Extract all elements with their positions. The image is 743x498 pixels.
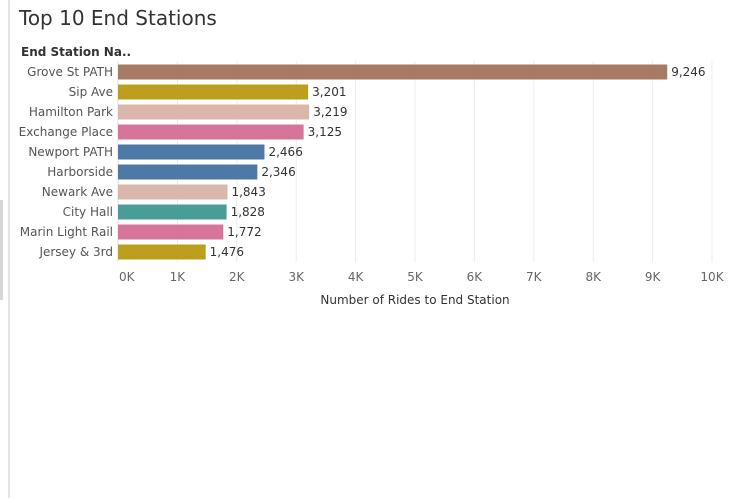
data-label: 1,772 (227, 225, 261, 239)
x-tick-label: 9K (645, 270, 662, 284)
category-label: Newark Ave (42, 185, 113, 199)
x-tick-label: 0K (119, 270, 136, 284)
x-tick-label: 8K (585, 270, 602, 284)
data-label: 2,466 (268, 145, 302, 159)
bar[interactable] (118, 84, 309, 100)
data-label: 1,828 (231, 205, 265, 219)
category-label: Newport PATH (28, 145, 113, 159)
bar[interactable] (118, 124, 304, 140)
category-label: Marin Light Rail (20, 225, 113, 239)
left-panel-scroll-indicator[interactable] (0, 200, 3, 300)
category-label: Jersey & 3rd (38, 245, 113, 259)
x-tick-label: 4K (348, 270, 365, 284)
category-label: Exchange Place (19, 125, 113, 139)
category-label: Hamilton Park (29, 105, 113, 119)
left-panel-divider (8, 0, 10, 498)
x-tick-label: 3K (288, 270, 305, 284)
data-label: 3,125 (308, 125, 342, 139)
x-tick-label: 2K (229, 270, 246, 284)
x-tick-label: 10K (700, 270, 724, 284)
bar[interactable] (118, 164, 258, 180)
chart-title: Top 10 End Stations (19, 6, 217, 30)
data-label: 1,843 (231, 185, 265, 199)
bar[interactable] (118, 64, 668, 80)
y-axis-header[interactable]: End Station Na.. (21, 45, 132, 59)
bar[interactable] (118, 104, 310, 120)
x-tick-label: 5K (407, 270, 424, 284)
x-tick-label: 7K (526, 270, 543, 284)
bar[interactable] (118, 244, 206, 260)
data-label: 1,476 (210, 245, 244, 259)
category-label: City Hall (63, 205, 113, 219)
x-tick-label: 6K (467, 270, 484, 284)
category-label: Grove St PATH (27, 65, 113, 79)
data-label: 3,201 (312, 85, 346, 99)
bar[interactable] (118, 144, 265, 160)
bar[interactable] (118, 204, 227, 220)
data-label: 9,246 (671, 65, 705, 79)
x-axis-label: Number of Rides to End Station (320, 293, 510, 307)
x-tick-label: 1K (170, 270, 187, 284)
category-label: Harborside (47, 165, 113, 179)
category-label: Sip Ave (69, 85, 113, 99)
bar[interactable] (118, 224, 224, 240)
data-label: 2,346 (261, 165, 295, 179)
bar[interactable] (118, 184, 228, 200)
data-label: 3,219 (313, 105, 347, 119)
